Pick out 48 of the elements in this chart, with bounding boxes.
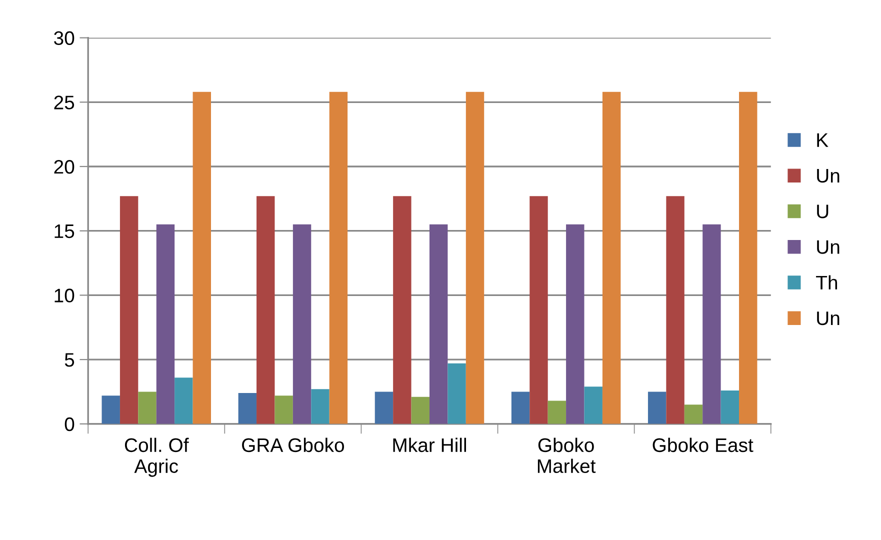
bar [548, 400, 566, 424]
x-tick-label: Gboko East [652, 438, 754, 452]
bar [156, 224, 175, 424]
bar [411, 396, 430, 424]
bar [648, 392, 666, 424]
bar [274, 396, 293, 424]
bar [584, 386, 602, 424]
bar [602, 92, 621, 424]
legend-label: Un [817, 169, 840, 183]
legend-label: Un [817, 240, 840, 254]
bar [329, 92, 348, 424]
bar [138, 392, 156, 424]
y-tick-label: 10 [54, 288, 74, 302]
bar [393, 196, 412, 424]
bar [739, 92, 758, 424]
bar [429, 224, 448, 424]
bar [530, 196, 548, 424]
y-tick-label: 25 [54, 96, 74, 110]
bar [292, 224, 312, 424]
bar [102, 396, 120, 424]
bar [666, 196, 684, 424]
bar [720, 390, 740, 424]
bar [256, 196, 275, 424]
x-tick-label: GRA Gboko [242, 438, 344, 452]
y-tick-label: 0 [64, 417, 74, 432]
y-tick-label: 30 [54, 31, 74, 46]
bar [702, 224, 721, 424]
legend-label: Un [817, 312, 840, 326]
bar [238, 393, 257, 424]
bar [120, 196, 138, 424]
y-tick-label: 15 [54, 224, 74, 238]
legend-label: U [817, 204, 828, 218]
bar [448, 363, 466, 424]
bar [684, 404, 703, 424]
x-tick-label: Gboko Market [538, 438, 596, 474]
bar [374, 392, 394, 424]
x-tick-label: Coll. Of Agric [124, 438, 189, 477]
y-tick-label: 20 [54, 160, 74, 174]
bar [174, 378, 193, 424]
x-tick-label: Mkar Hill [393, 438, 466, 452]
y-tick-label: 5 [64, 353, 74, 367]
legend-label: K [817, 133, 828, 147]
bar [566, 224, 584, 424]
bar [192, 92, 211, 424]
bar [511, 392, 530, 424]
legend-label: Th [816, 275, 838, 290]
bar [466, 92, 484, 424]
bar [311, 389, 330, 424]
